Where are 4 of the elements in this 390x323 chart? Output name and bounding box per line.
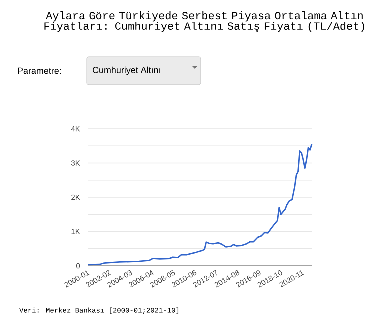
text: Parametre: xyxy=(18,68,62,74)
text: Cumhuriyet Altını xyxy=(92,66,160,76)
line-series xyxy=(87,144,313,266)
chart-title: Aylara Göre Türkiyede Serbest Piyasa Ortalama Altın Fiyatları: Cumhuriyet Altını Satış Fiyatı (TL/Adet) xyxy=(44,12,364,32)
